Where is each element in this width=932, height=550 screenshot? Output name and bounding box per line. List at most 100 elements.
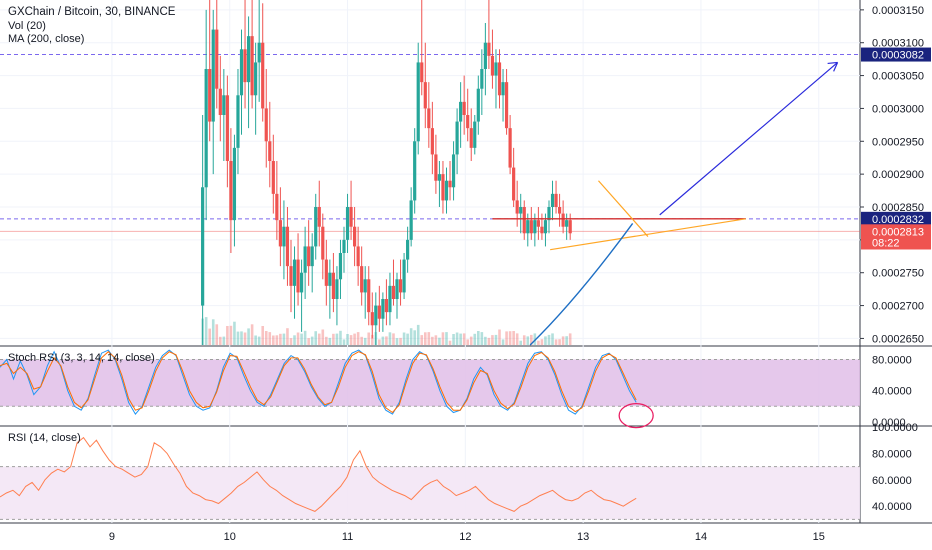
rsi-band [0, 466, 860, 520]
candle-body [321, 226, 325, 260]
highlight-ellipse [618, 402, 654, 429]
candle-body [208, 69, 212, 122]
volume-bar [427, 332, 431, 345]
volume-bar [512, 331, 515, 345]
volume-bar [219, 336, 222, 345]
volume-bar [484, 336, 487, 345]
candle-body [395, 279, 399, 299]
candle-body [331, 272, 335, 299]
volume-bar [335, 333, 339, 345]
volume-bar [363, 337, 367, 345]
candle-body [271, 161, 275, 194]
candle-body [367, 279, 371, 313]
volume-bar [296, 332, 300, 345]
volume-bar [448, 340, 452, 345]
y-tick-label: 0.0002700 [872, 301, 924, 313]
price-tag [861, 47, 931, 62]
volume-bar [339, 330, 342, 345]
triangle-upper-line [598, 180, 649, 237]
volume-bar [303, 330, 307, 345]
candle-body [494, 62, 498, 76]
volume-bar [462, 333, 466, 345]
price-tag-label: 0.0003082 [872, 50, 924, 62]
volume-bar [310, 336, 314, 345]
candle-body [388, 285, 392, 313]
candle-body [536, 220, 540, 227]
x-tick-label: 11 [342, 531, 353, 543]
rsi-y-tick: 60.0000 [872, 475, 912, 487]
candle-body [239, 49, 244, 96]
volume-bar [519, 340, 523, 345]
y-tick-label: 0.0002650 [872, 333, 924, 345]
candle-body [324, 259, 328, 286]
volume-bar [268, 332, 272, 345]
volume-bar [537, 340, 540, 345]
volume-bar [332, 333, 335, 345]
candle-body [561, 213, 565, 227]
volume-bar [505, 331, 508, 345]
volume-bar [289, 338, 293, 345]
trendline-support [529, 223, 634, 346]
volume-bar [441, 332, 445, 345]
candle-body [204, 69, 208, 188]
volume-bar [565, 336, 568, 345]
volume-bar [420, 335, 424, 345]
x-tick-label: 14 [695, 531, 707, 543]
volume-bar [540, 339, 544, 345]
candle-body [338, 253, 343, 280]
candle-body [441, 174, 445, 201]
volume-bar [533, 333, 537, 345]
x-tick-label: 9 [109, 531, 115, 543]
volume-bar [233, 321, 236, 345]
candle-body [469, 128, 473, 148]
volume-bar [293, 335, 296, 345]
volume-bar [226, 326, 229, 345]
candle-body [427, 108, 431, 129]
candle-body [285, 226, 290, 267]
volume-bar [477, 331, 480, 345]
candle-body [232, 147, 237, 221]
volume-bar [544, 336, 547, 345]
rsi-y-tick: 100.0000 [872, 422, 918, 434]
candle-body [533, 220, 537, 234]
candle-body [345, 207, 350, 240]
candle-body [519, 207, 523, 214]
volume-bar [473, 333, 477, 345]
candle-body [201, 187, 205, 306]
candle-body [225, 95, 229, 161]
candle-body [466, 115, 470, 129]
volume-bar [367, 332, 371, 345]
candle-body [540, 226, 544, 234]
candle-body [278, 220, 282, 247]
volume-bar [409, 328, 413, 345]
volume-bar [385, 336, 388, 345]
volume-bar [257, 336, 261, 345]
volume-bar [434, 335, 438, 345]
stoch-y-tick: 0.0000 [872, 417, 906, 429]
rsi-title: RSI (14, close) [8, 432, 81, 444]
volume-bar [455, 332, 459, 345]
volume-bar [554, 339, 558, 345]
candle-body [384, 299, 389, 313]
candle-body [289, 266, 293, 286]
candle-body [515, 200, 519, 214]
x-tick-label: 13 [577, 531, 589, 543]
candle-body [462, 101, 466, 115]
volume-bar [328, 337, 332, 345]
candle-body [257, 42, 261, 63]
volume-bar [558, 339, 561, 345]
candle-body [430, 128, 434, 155]
volume-bar [508, 331, 512, 345]
candle-body [402, 259, 406, 293]
arrow-head [827, 61, 839, 72]
candle-body [264, 108, 268, 142]
candle-body [218, 88, 222, 115]
candle-body [377, 305, 381, 319]
volume-bar [240, 331, 243, 345]
candle-body [543, 220, 548, 234]
x-tick-label: 15 [813, 531, 825, 543]
volume-bar [250, 324, 254, 345]
volume-bar [349, 335, 353, 345]
